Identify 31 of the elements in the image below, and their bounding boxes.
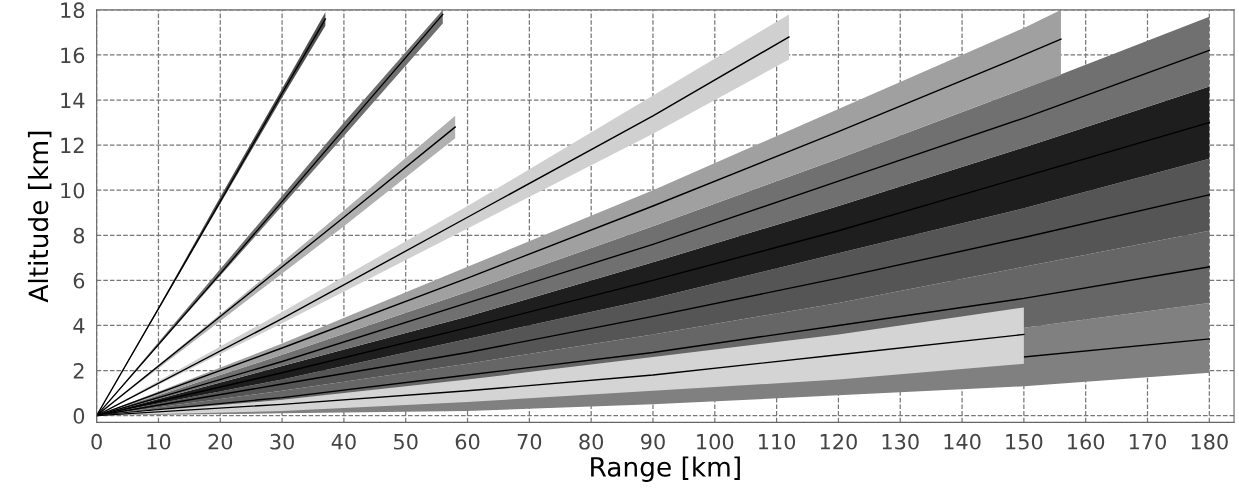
x-tick-label: 120 [820,433,857,450]
y-tick-label: 6 [73,272,85,289]
x-tick-label: 50 [394,433,418,450]
x-tick-label: 130 [882,433,919,450]
y-tick-label: 2 [73,362,84,379]
x-axis-title: Range [km] [591,456,740,482]
x-tick-label: 30 [270,433,294,450]
y-tick-label: 14 [61,92,85,108]
x-tick-label: 0 [91,433,102,450]
x-tick-label: 80 [579,433,604,450]
x-tick-label: 60 [455,433,480,450]
x-tick-label: 20 [208,433,233,450]
x-tick-label: 140 [944,433,981,450]
y-tick-label: 10 [61,182,85,199]
y-tick-label: 0 [73,408,85,424]
y-tick-label: 8 [73,227,85,244]
y-tick-label: 16 [61,47,85,64]
x-tick-label: 110 [759,433,796,450]
x-tick-label: 100 [697,433,734,450]
x-tick-label: 150 [1006,433,1043,450]
x-tick-label: 160 [1068,433,1105,450]
x-tick-label: 180 [1191,433,1228,450]
y-tick-label: 12 [61,137,84,154]
x-tick-label: 70 [517,433,542,450]
x-tick-label: 170 [1129,433,1166,450]
y-tick-label: 4 [73,318,85,334]
x-tick-label: 40 [331,433,356,450]
x-tick-label: 90 [641,433,665,450]
y-tick-label: 18 [61,2,85,19]
x-tick-label: 10 [147,433,171,450]
y-axis-title: Altitude [km] [27,131,52,303]
